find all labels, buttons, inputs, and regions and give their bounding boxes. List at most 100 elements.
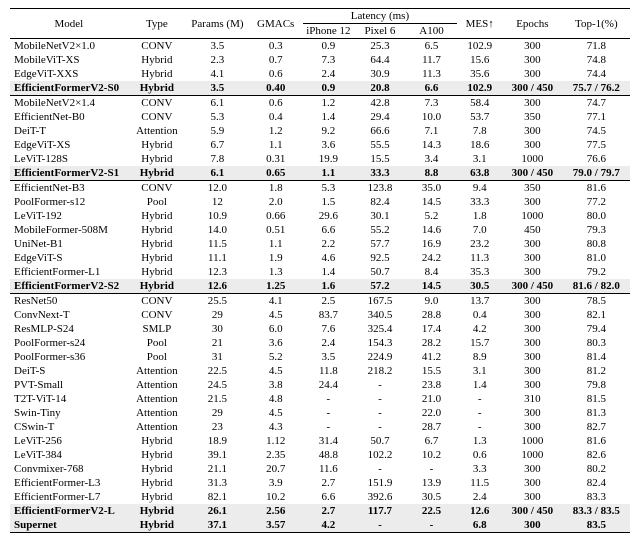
cell-mes: 58.4 (457, 96, 502, 111)
cell-epochs: 300 / 450 (502, 81, 563, 96)
cell-model: EdgeViT-S (10, 251, 128, 265)
cell-top1: 81.6 / 82.0 (563, 279, 630, 294)
cell-mes: 9.4 (457, 181, 502, 196)
cell-model: EfficientFormerV2-L (10, 504, 128, 518)
cell-type: Hybrid (128, 209, 186, 223)
cell-top1: 81.0 (563, 251, 630, 265)
cell-l2: 92.5 (354, 251, 406, 265)
cell-model: EfficientFormerV2-S2 (10, 279, 128, 294)
cell-l2: 123.8 (354, 181, 406, 196)
cell-l2: 154.3 (354, 336, 406, 350)
cell-l2: 15.5 (354, 152, 406, 166)
cell-model: LeViT-192 (10, 209, 128, 223)
cell-model: DeiT-S (10, 364, 128, 378)
cell-model: EfficientFormerV2-S1 (10, 166, 128, 181)
cell-params: 31.3 (186, 476, 249, 490)
cell-model: LeViT-256 (10, 434, 128, 448)
cell-top1: 81.2 (563, 364, 630, 378)
cell-epochs: 1000 (502, 448, 563, 462)
cell-model: EfficientNet-B0 (10, 110, 128, 124)
cell-epochs: 300 (502, 406, 563, 420)
cell-type: Attention (128, 420, 186, 434)
cell-params: 6.7 (186, 138, 249, 152)
cell-l1: 2.4 (303, 336, 355, 350)
cell-l1: 19.9 (303, 152, 355, 166)
cell-top1: 79.8 (563, 378, 630, 392)
hdr-epochs: Epochs (502, 9, 563, 39)
cell-model: MobileFormer-508M (10, 223, 128, 237)
cell-model: MobileNetV2×1.0 (10, 39, 128, 54)
cell-top1: 83.5 (563, 518, 630, 533)
cell-epochs: 300 / 450 (502, 504, 563, 518)
cell-gmacs: 4.8 (249, 392, 303, 406)
table-row: MobileFormer-508MHybrid14.00.516.655.214… (10, 223, 630, 237)
cell-top1: 79.3 (563, 223, 630, 237)
cell-epochs: 300 / 450 (502, 166, 563, 181)
cell-mes: 35.6 (457, 67, 502, 81)
cell-gmacs: 3.9 (249, 476, 303, 490)
cell-l1: 31.4 (303, 434, 355, 448)
cell-l3: 28.7 (406, 420, 458, 434)
cell-type: Hybrid (128, 152, 186, 166)
cell-top1: 79.0 / 79.7 (563, 166, 630, 181)
cell-top1: 74.4 (563, 67, 630, 81)
cell-l3: 5.2 (406, 209, 458, 223)
cell-type: Pool (128, 350, 186, 364)
cell-epochs: 300 (502, 39, 563, 54)
cell-params: 25.5 (186, 294, 249, 309)
cell-mes: 11.5 (457, 476, 502, 490)
cell-l1: 11.8 (303, 364, 355, 378)
table-row: EfficientFormerV2-S2Hybrid12.61.251.657.… (10, 279, 630, 294)
cell-mes: - (457, 420, 502, 434)
cell-type: Hybrid (128, 462, 186, 476)
cell-params: 18.9 (186, 434, 249, 448)
cell-l1: 4.2 (303, 518, 355, 533)
cell-mes: - (457, 406, 502, 420)
cell-top1: 80.0 (563, 209, 630, 223)
cell-mes: 1.4 (457, 378, 502, 392)
table-row: CSwin-TAttention234.3--28.7-30082.7 (10, 420, 630, 434)
cell-params: 30 (186, 322, 249, 336)
cell-model: ResNet50 (10, 294, 128, 309)
table-row: MobileNetV2×1.0CONV3.50.30.925.36.5102.9… (10, 39, 630, 54)
cell-gmacs: 0.51 (249, 223, 303, 237)
cell-l2: 30.1 (354, 209, 406, 223)
cell-l3: 10.2 (406, 448, 458, 462)
cell-top1: 82.1 (563, 308, 630, 322)
cell-epochs: 300 (502, 420, 563, 434)
cell-l1: - (303, 406, 355, 420)
cell-l1: 1.6 (303, 279, 355, 294)
cell-gmacs: 20.7 (249, 462, 303, 476)
cell-mes: 23.2 (457, 237, 502, 251)
cell-epochs: 350 (502, 110, 563, 124)
cell-epochs: 300 (502, 237, 563, 251)
cell-params: 39.1 (186, 448, 249, 462)
cell-mes: 4.2 (457, 322, 502, 336)
cell-epochs: 300 (502, 138, 563, 152)
cell-l3: 14.5 (406, 279, 458, 294)
table-row: EfficientNet-B0CONV5.30.41.429.410.053.7… (10, 110, 630, 124)
cell-params: 12.0 (186, 181, 249, 196)
cell-params: 24.5 (186, 378, 249, 392)
cell-mes: 13.7 (457, 294, 502, 309)
cell-params: 26.1 (186, 504, 249, 518)
cell-l3: 6.7 (406, 434, 458, 448)
cell-params: 5.3 (186, 110, 249, 124)
cell-mes: 3.3 (457, 462, 502, 476)
cell-epochs: 300 (502, 124, 563, 138)
cell-mes: 7.8 (457, 124, 502, 138)
cell-l3: 14.6 (406, 223, 458, 237)
cell-l3: - (406, 518, 458, 533)
cell-gmacs: 0.40 (249, 81, 303, 96)
cell-type: CONV (128, 308, 186, 322)
cell-params: 21 (186, 336, 249, 350)
cell-params: 12 (186, 195, 249, 209)
cell-l1: 7.3 (303, 53, 355, 67)
cell-l2: 25.3 (354, 39, 406, 54)
table-row: Convmixer-768Hybrid21.120.711.6--3.33008… (10, 462, 630, 476)
cell-model: ConvNext-T (10, 308, 128, 322)
cell-epochs: 300 (502, 294, 563, 309)
cell-gmacs: 4.5 (249, 364, 303, 378)
cell-type: Attention (128, 378, 186, 392)
cell-gmacs: 4.5 (249, 308, 303, 322)
